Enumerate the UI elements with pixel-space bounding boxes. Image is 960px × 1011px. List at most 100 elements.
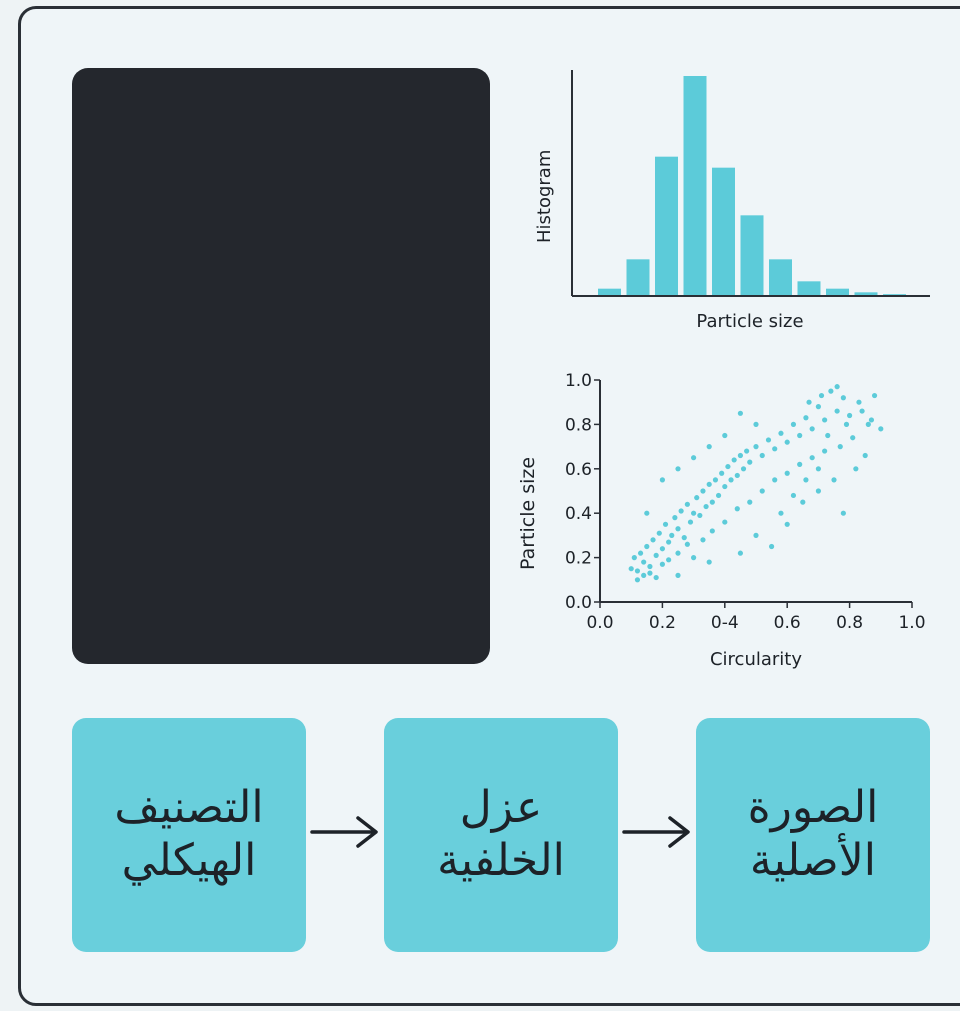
scatter-point (815, 466, 821, 472)
scatter-point (834, 408, 840, 414)
scatter-point (691, 510, 697, 516)
step-box-original-image: الصورة الأصلية (696, 718, 930, 952)
histogram-bar (797, 281, 821, 296)
scatter-point (784, 521, 790, 527)
scatter-point (634, 568, 641, 574)
scatter-point (753, 444, 759, 450)
step-box-classification: التصنيف الهيكلي (72, 718, 306, 952)
scatter-point (662, 521, 669, 527)
scatter-point (753, 421, 759, 427)
scatter-point (878, 426, 884, 432)
scatter-point (675, 466, 681, 472)
scatter-point (809, 455, 815, 461)
arrow-right-icon (310, 816, 378, 848)
scatter-point (675, 526, 681, 532)
scatter-point (647, 563, 653, 570)
scatter-point (644, 510, 650, 516)
scatter-point (653, 574, 659, 581)
scatter-point (669, 532, 675, 538)
scatter-x-tick-label: 0.6 (774, 613, 801, 633)
scatter-point (653, 552, 659, 558)
histogram-chart: Histogram Particle size (534, 70, 930, 332)
scatter-point (641, 572, 647, 578)
scatter-point (765, 437, 772, 443)
scatter-point (722, 519, 728, 525)
scatter-point (809, 426, 815, 432)
histogram-y-label: Histogram (534, 150, 555, 243)
scatter-point (631, 555, 637, 561)
scatter-point (634, 577, 641, 583)
scatter-point (684, 501, 690, 507)
scatter-point (650, 537, 656, 543)
histogram-bar (712, 167, 735, 296)
scatter-point (706, 444, 712, 450)
scatter-point (778, 430, 784, 436)
scatter-point (740, 466, 747, 472)
histogram-bar (826, 288, 849, 296)
scatter-point (772, 446, 778, 452)
scatter-point (709, 528, 715, 534)
scatter-point (828, 388, 834, 394)
scatter-point (684, 541, 690, 547)
scatter-chart: 0.0 0.2 0-4 0.6 0.8 1.0 0.0 0.2 0.4 0.6 0.8 1.0 Par… (517, 371, 926, 670)
scatter-point (706, 559, 712, 565)
scatter-point (868, 417, 875, 423)
scatter-point (797, 432, 803, 439)
scatter-point (728, 477, 734, 483)
scatter-point (800, 499, 806, 505)
scatter-y-tick-label: 0.0 (565, 593, 592, 613)
histogram-bar (626, 259, 650, 296)
scatter-point (675, 572, 681, 578)
scatter-point (847, 412, 853, 419)
step-label-original-image: الصورة الأصلية (747, 782, 879, 886)
scatter-point (659, 561, 665, 567)
scatter-point (703, 503, 709, 510)
scatter-point (797, 461, 803, 467)
histogram-bar (769, 259, 792, 296)
scatter-point (747, 459, 753, 465)
scatter-x-tick-label: 1.0 (898, 613, 925, 633)
scatter-point (834, 384, 840, 390)
scatter-point (843, 421, 850, 427)
scatter-point (822, 417, 828, 423)
scatter-point (747, 499, 753, 505)
scatter-point (641, 559, 647, 565)
scatter-point (865, 421, 871, 427)
scatter-point (700, 537, 706, 543)
scatter-point (744, 448, 750, 454)
scatter-point (722, 483, 728, 490)
scatter-point (840, 395, 846, 401)
scatter-point (803, 415, 809, 421)
scatter-y-tick-label: 0.4 (565, 504, 592, 524)
scatter-point (687, 519, 694, 525)
step-box-background-isolation: عزل الخلفية (384, 718, 618, 952)
scatter-point (694, 495, 700, 501)
scatter-point (666, 539, 672, 545)
scatter-point (709, 499, 715, 505)
scatter-point (678, 508, 684, 514)
scatter-point (853, 466, 859, 472)
scatter-point (675, 550, 681, 556)
histogram-bar (854, 292, 878, 296)
scatter-point (769, 543, 775, 550)
scatter-x-label: Circularity (710, 649, 802, 670)
scatter-point (778, 510, 784, 516)
scatter-y-tick-label: 0.6 (565, 460, 592, 480)
scatter-point (722, 432, 728, 439)
scatter-point (790, 421, 797, 427)
scatter-point (737, 452, 743, 459)
scatter-point (666, 557, 672, 563)
scatter-x-tick-label: 0.8 (836, 613, 863, 633)
histogram-bar (683, 76, 707, 296)
scatter-point (715, 492, 722, 499)
scatter-point (706, 481, 712, 487)
scatter-point (691, 455, 697, 461)
scatter-point (784, 470, 790, 476)
scatter-x-tick-label: 0.2 (649, 613, 676, 633)
scatter-point (837, 444, 843, 450)
scatter-point (753, 532, 759, 538)
scatter-point (734, 506, 740, 512)
scatter-point (725, 463, 731, 470)
scatter-point (825, 432, 831, 439)
scatter-point (700, 488, 706, 494)
